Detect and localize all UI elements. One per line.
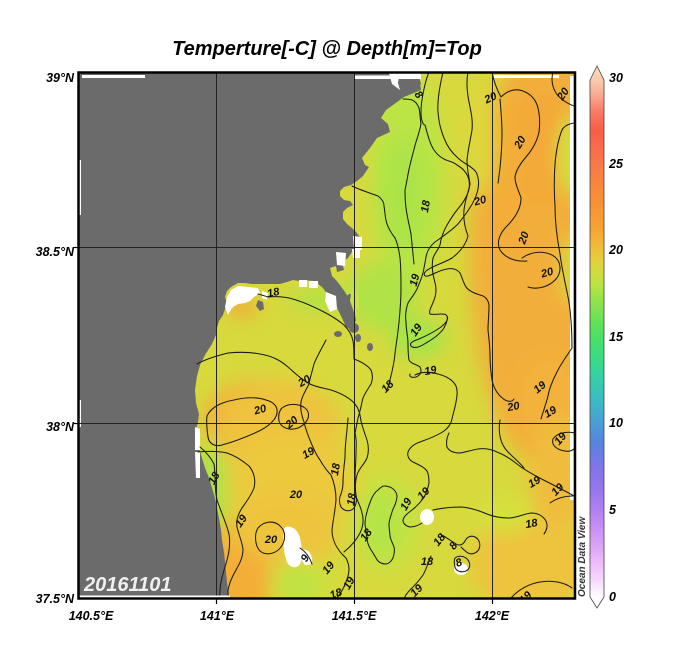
- svg-text:8: 8: [454, 556, 465, 570]
- svg-text:19: 19: [408, 272, 423, 288]
- svg-text:20: 20: [482, 90, 500, 107]
- svg-text:18: 18: [328, 586, 344, 602]
- svg-text:20: 20: [252, 402, 269, 417]
- svg-text:5: 5: [609, 503, 617, 517]
- svg-text:18: 18: [266, 286, 281, 300]
- svg-text:18: 18: [345, 492, 359, 507]
- svg-text:20: 20: [289, 489, 303, 501]
- svg-text:10: 10: [609, 416, 623, 430]
- svg-text:141°E: 141°E: [200, 609, 235, 623]
- svg-text:140.5°E: 140.5°E: [69, 609, 114, 623]
- svg-text:19: 19: [517, 589, 535, 607]
- svg-text:20: 20: [505, 400, 521, 414]
- svg-text:18: 18: [329, 462, 343, 477]
- svg-text:20: 20: [608, 243, 623, 257]
- svg-text:25: 25: [608, 157, 624, 171]
- svg-text:38.5°N: 38.5°N: [36, 245, 75, 259]
- svg-text:18: 18: [419, 199, 433, 214]
- svg-text:20: 20: [264, 534, 278, 546]
- svg-text:38°N: 38°N: [46, 420, 75, 434]
- svg-text:0: 0: [609, 590, 616, 604]
- svg-text:37.5°N: 37.5°N: [36, 592, 75, 606]
- svg-text:Temperture[-C] @ Depth[m]=Top: Temperture[-C] @ Depth[m]=Top: [172, 38, 482, 60]
- svg-text:141.5°E: 141.5°E: [332, 609, 377, 623]
- svg-text:20: 20: [539, 265, 556, 280]
- svg-text:18: 18: [524, 517, 539, 531]
- svg-text:15: 15: [609, 330, 624, 344]
- svg-text:30: 30: [609, 71, 623, 85]
- svg-text:20161101: 20161101: [83, 574, 172, 596]
- svg-text:18: 18: [421, 556, 434, 568]
- svg-text:Ocean Data View: Ocean Data View: [577, 516, 588, 597]
- svg-text:39°N: 39°N: [46, 71, 75, 85]
- svg-text:19: 19: [423, 364, 438, 378]
- svg-text:20: 20: [472, 193, 489, 208]
- svg-text:142°E: 142°E: [475, 609, 510, 623]
- svg-text:20: 20: [516, 229, 532, 246]
